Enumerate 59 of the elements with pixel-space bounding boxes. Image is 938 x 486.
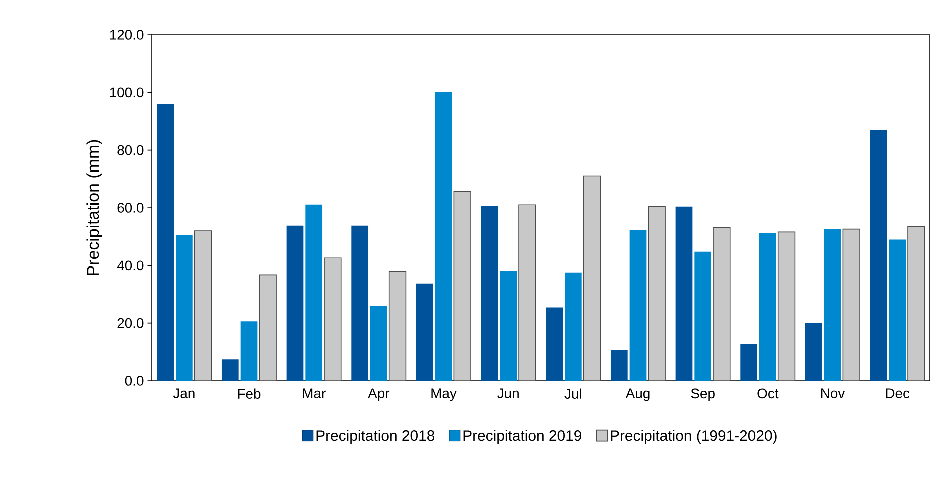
legend-label: Precipitation 2019 — [464, 430, 582, 444]
bar — [648, 206, 666, 382]
x-tick-label: Sep — [691, 388, 715, 402]
x-tick-label: Apr — [368, 388, 390, 402]
bar — [842, 228, 860, 382]
bar — [388, 271, 407, 382]
x-tick-label: Oct — [758, 388, 779, 399]
y-tick-label: 20.0 — [118, 318, 144, 328]
y-axis-title: Precipitation (mm) — [86, 140, 102, 276]
bar — [778, 232, 796, 382]
x-tick-label: Jun — [498, 388, 519, 398]
bar — [454, 191, 472, 382]
bar — [805, 323, 822, 381]
bar — [194, 230, 212, 382]
bar — [435, 92, 452, 381]
bar — [694, 252, 712, 381]
x-tick-label: May — [432, 388, 457, 402]
x-tick-label: Mar — [303, 388, 326, 398]
legend-label: Precipitation (1991-2020) — [611, 430, 777, 444]
bar — [630, 230, 647, 381]
bar — [306, 204, 323, 381]
bar — [713, 227, 731, 382]
bar — [760, 233, 776, 381]
x-tick-label: Aug — [626, 388, 650, 402]
bar — [870, 130, 888, 381]
x-tick-label: Feb — [238, 388, 261, 400]
legend-label: Precipitation 2018 — [316, 430, 435, 444]
bar — [546, 308, 564, 381]
bar — [286, 226, 304, 381]
x-tick-label: Dec — [886, 388, 910, 398]
bar — [352, 226, 369, 381]
bar — [583, 176, 602, 382]
bar — [259, 274, 277, 382]
y-tick-label: 80.0 — [118, 145, 144, 156]
y-tick-label: 120.0 — [110, 30, 144, 40]
bar — [500, 271, 518, 381]
bar — [176, 235, 193, 381]
bar — [824, 229, 842, 381]
y-tick-label: 0.0 — [125, 376, 144, 386]
y-tick-label: 100.0 — [110, 88, 144, 98]
bar — [240, 322, 258, 381]
y-tick-label: 60.0 — [118, 203, 144, 213]
bar — [324, 258, 342, 382]
bar — [908, 226, 926, 382]
bar — [222, 360, 239, 381]
bar — [370, 306, 388, 381]
x-tick-label: Jan — [173, 388, 195, 398]
bar — [740, 344, 758, 381]
y-tick-label: 40.0 — [117, 260, 144, 271]
bar — [481, 206, 498, 381]
bar — [518, 204, 536, 382]
bar — [889, 240, 906, 381]
x-tick-label: Nov — [822, 388, 846, 398]
x-tick-label: Jul — [564, 388, 582, 400]
bar — [416, 284, 434, 381]
bar — [676, 206, 693, 381]
bar — [610, 350, 628, 381]
bar — [565, 272, 582, 381]
bar — [157, 104, 174, 381]
